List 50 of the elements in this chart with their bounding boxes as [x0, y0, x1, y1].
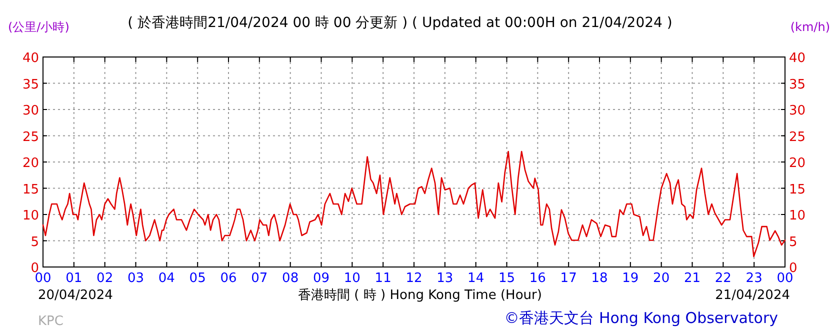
x-tick-label: 18	[591, 271, 608, 286]
y-tick-label: 5	[30, 234, 39, 250]
x-tick-label: 09	[312, 271, 330, 286]
y-tick-label: 25	[22, 130, 39, 145]
y-axis-title: (公里/小時)	[8, 20, 70, 34]
x-tick-label: 10	[344, 271, 360, 286]
y-tick-label: 20	[22, 156, 39, 171]
x-tick-label: 23	[746, 271, 762, 286]
x-tick-label: 15	[498, 271, 516, 286]
text: KPC	[38, 314, 64, 329]
x-tick-label: 00	[776, 271, 794, 286]
text: 20/04/2024	[38, 288, 113, 303]
y2-tick-label: 25	[789, 130, 806, 145]
x-tick-label: 02	[96, 271, 114, 286]
x-tick-label: 01	[66, 271, 82, 286]
text: ©香港天文台 Hong Kong Observatory	[504, 309, 778, 327]
x-tick-label: 19	[622, 271, 639, 286]
x-tick-label: 12	[406, 271, 422, 286]
y2-tick-label: 35	[789, 77, 806, 92]
y2-tick-label: 15	[789, 182, 806, 198]
x-tick-label: 07	[251, 271, 268, 286]
x-tick-label: 04	[158, 271, 175, 286]
x-tick-label: 03	[127, 271, 144, 286]
y-tick-label: 10	[22, 208, 39, 224]
x-tick-label: 13	[436, 271, 454, 286]
y2-tick-label: 20	[789, 156, 806, 171]
x-tick-label: 16	[529, 271, 546, 286]
y2-tick-label: 30	[789, 104, 806, 118]
x-tick-label: 21	[684, 271, 701, 286]
y-tick-label: 15	[22, 182, 39, 198]
y-tick-label: 40	[22, 51, 39, 66]
y2-tick-label: 5	[789, 234, 798, 250]
y2-tick-label: 10	[789, 208, 806, 224]
y2-axis-title: (km/h)	[790, 20, 830, 34]
x-tick-label: 05	[189, 271, 206, 286]
y2-tick-label: 40	[789, 51, 806, 66]
y-tick-label: 35	[22, 77, 39, 92]
x-tick-label: 22	[714, 271, 732, 286]
x-tick-label: 08	[282, 271, 299, 286]
x-tick-label: 20	[653, 271, 670, 286]
x-tick-label: 00	[34, 271, 52, 286]
chart-title: ( 於香港時間21/04/2024 00 時 00 分更新 ) ( Updated at 00:00H on 21/04/2024 )	[128, 15, 672, 31]
text: 21/04/2024	[715, 288, 790, 303]
x-tick-label: 17	[560, 271, 577, 286]
line-series	[42, 150, 786, 258]
y-tick-label: 30	[22, 104, 39, 118]
x-tick-label: 06	[220, 271, 237, 286]
x-axis-title: 香港時間 ( 時 ) Hong Kong Time (Hour)	[298, 288, 542, 303]
x-tick-label: 11	[374, 271, 392, 286]
x-tick-label: 14	[468, 271, 484, 286]
